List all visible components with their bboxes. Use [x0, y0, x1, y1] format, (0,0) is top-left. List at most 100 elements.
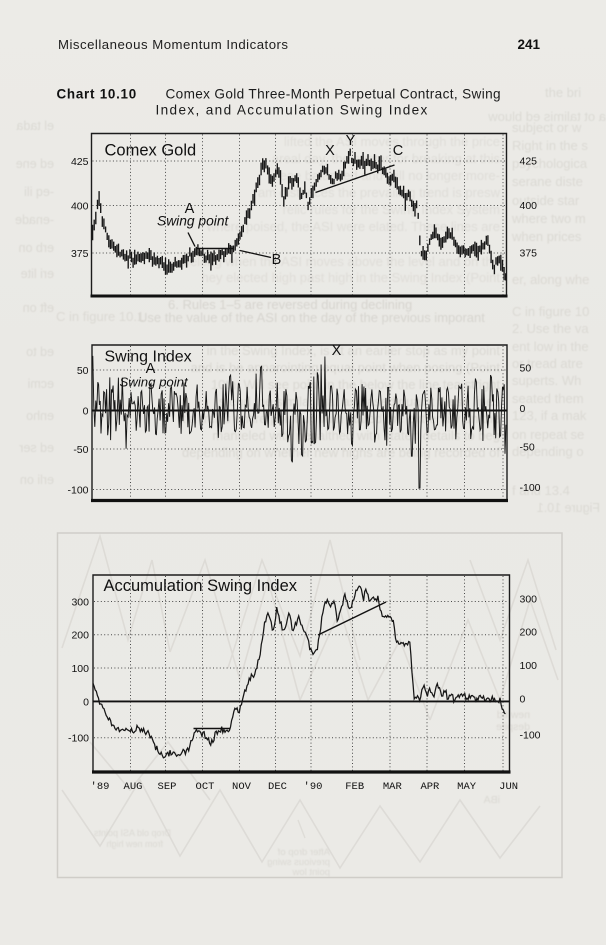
svg-text:OCT: OCT	[196, 781, 215, 793]
svg-text:0: 0	[520, 403, 526, 415]
svg-text:erli on: erli on	[20, 473, 54, 487]
svg-text:MAR: MAR	[383, 781, 403, 793]
svg-text:depending on whether new highs: depending on whether new highs are being…	[182, 445, 500, 460]
svg-text:where two m: where two m	[511, 211, 586, 226]
svg-text:200: 200	[71, 630, 89, 642]
svg-text:Chart 10.10: Chart 10.10	[57, 87, 137, 102]
svg-text:am distances the prevailing tr: am distances the prevailing trend is pre…	[258, 185, 501, 200]
svg-text:-100: -100	[68, 733, 89, 745]
svg-text:Comex Gold: Comex Gold	[105, 142, 197, 160]
svg-text:JUN: JUN	[499, 781, 518, 793]
svg-text:Comex Gold Three-Month Perpetu: Comex Gold Three-Month Perpetual Contrac…	[166, 87, 501, 102]
svg-text:-100: -100	[520, 730, 541, 742]
svg-text:-eq ili: -eq ili	[24, 185, 54, 199]
svg-text:'89: '89	[91, 781, 110, 793]
svg-text:subject or w: subject or w	[512, 120, 582, 135]
svg-text:C: C	[393, 143, 403, 159]
svg-text:FEB: FEB	[345, 781, 364, 793]
svg-text:new tid: new tid	[497, 709, 530, 721]
svg-text:123, if a mak: 123, if a mak	[512, 408, 587, 423]
svg-text:Drop old ASI points: Drop old ASI points	[93, 828, 171, 838]
svg-text:0: 0	[520, 693, 526, 705]
svg-text:Swing Index: Swing Index	[105, 349, 192, 366]
svg-text:-50: -50	[520, 441, 535, 453]
svg-text:from new high: from new high	[106, 839, 163, 849]
svg-text:lifted the ASI moves through t: lifted the ASI moves through the price	[284, 134, 500, 149]
svg-text:X: X	[325, 143, 335, 159]
svg-text:ecmi: ecmi	[28, 377, 54, 391]
svg-text:enho: enho	[26, 409, 54, 423]
svg-text:DEC: DEC	[268, 781, 287, 793]
svg-text:or tread atre: or tread atre	[512, 356, 583, 371]
svg-text:manteled with penalthed with s: manteled with penalthed with stated deta…	[212, 428, 500, 443]
svg-text:'90: '90	[304, 781, 323, 793]
svg-text:areal day, the avatar for brea: areal day, the avatar for breaking at th…	[272, 151, 501, 166]
svg-text:0: 0	[83, 696, 89, 708]
svg-text:425: 425	[520, 155, 538, 167]
svg-text:outside star: outside star	[512, 193, 580, 208]
svg-text:241: 241	[517, 37, 540, 52]
svg-text:Right in the s: Right in the s	[512, 138, 588, 153]
svg-text:hey elected high past high in: hey elected high past high in the Swing …	[202, 270, 501, 285]
svg-text:it a trellis entire point up w: it a trellis entire point up with stated…	[179, 411, 500, 426]
svg-text:Use the value of the ASI on th: Use the value of the ASI on the day of t…	[138, 310, 485, 325]
svg-text:375: 375	[520, 247, 538, 259]
svg-text:ed to: ed to	[26, 345, 54, 359]
svg-text:and is be apparointing equal p: and is be apparointing equal point when …	[191, 360, 501, 375]
svg-text:-50: -50	[73, 444, 88, 456]
svg-text:A: A	[146, 361, 156, 377]
svg-text:el tada: el tada	[16, 119, 54, 133]
svg-text:Figure 10.1: Figure 10.1	[537, 501, 600, 515]
svg-text:ed ene: ed ene	[16, 157, 54, 171]
svg-text:-100: -100	[67, 484, 88, 496]
svg-text:seated them: seated them	[512, 391, 584, 406]
svg-text:superts. Wh: superts. Wh	[512, 373, 581, 388]
svg-text:ent low in the: ent low in the	[512, 339, 589, 354]
svg-text:SEP: SEP	[158, 781, 177, 793]
svg-text:C in figure 10.1: C in figure 10.1	[56, 309, 144, 324]
svg-text:10th. Will see point in the be: 10th. Will see point in the below the li…	[211, 377, 500, 392]
svg-text:ed ser: ed ser	[19, 441, 54, 455]
svg-text:-enade: -enade	[15, 213, 54, 227]
svg-text:400: 400	[71, 200, 89, 212]
svg-text:C in figure 10: C in figure 10	[512, 304, 589, 319]
svg-text:efbelong when the ASI moves ab: efbelong when the ASI moves above the le…	[172, 254, 500, 269]
svg-text:serane diste: serane diste	[512, 174, 583, 189]
svg-text:NOV: NOV	[232, 781, 252, 793]
svg-text:400: 400	[520, 200, 538, 212]
svg-text:X: X	[332, 343, 342, 359]
svg-text:2. Use the va: 2. Use the va	[512, 321, 589, 336]
svg-text:depending o: depending o	[512, 444, 584, 459]
svg-text:100: 100	[71, 663, 89, 675]
svg-text:Y: Y	[346, 133, 356, 149]
svg-text:-100: -100	[520, 482, 541, 494]
svg-text:Index, and Accumulation Swing: Index, and Accumulation Swing Index	[156, 103, 429, 118]
svg-text:APR: APR	[420, 781, 440, 793]
svg-text:A: A	[185, 201, 195, 217]
svg-text:the bri: the bri	[545, 85, 581, 100]
svg-text:er, along whe: er, along whe	[512, 272, 589, 287]
svg-text:0: 0	[83, 405, 89, 417]
svg-text:375: 375	[71, 248, 89, 260]
svg-text:Miscellaneous Momentum Indicat: Miscellaneous Momentum Indicators	[58, 37, 289, 52]
svg-text:200: 200	[520, 627, 538, 639]
svg-text:Accumulation Swing Index: Accumulation Swing Index	[104, 577, 298, 595]
svg-text:a ot talimis ed bluow: a ot talimis ed bluow	[488, 109, 606, 124]
svg-text:300: 300	[520, 593, 538, 605]
svg-text:despite: despite	[496, 721, 530, 733]
svg-text:erb on: erb on	[19, 241, 54, 255]
svg-text:eri lite: eri lite	[21, 267, 54, 281]
svg-text:100: 100	[520, 660, 538, 672]
svg-text:psychologica: psychologica	[512, 156, 588, 171]
svg-text:iBA: iBA	[484, 794, 500, 806]
svg-text:when prices: when prices	[511, 229, 582, 244]
svg-text:relic rules for the Swing Inde: relic rules for the Swing Index System	[283, 202, 500, 217]
svg-text:Swing point: Swing point	[120, 375, 190, 390]
svg-text:425: 425	[71, 156, 89, 168]
svg-text:300: 300	[71, 596, 89, 608]
svg-text:6. Rules 1–5 are reversed duri: 6. Rules 1–5 are reversed during declini…	[168, 297, 412, 312]
svg-text:f and 13.4: f and 13.4	[512, 483, 570, 498]
svg-text:50: 50	[520, 362, 532, 374]
svg-text:B: B	[272, 252, 282, 268]
svg-text:on repeat se: on repeat se	[512, 427, 584, 442]
